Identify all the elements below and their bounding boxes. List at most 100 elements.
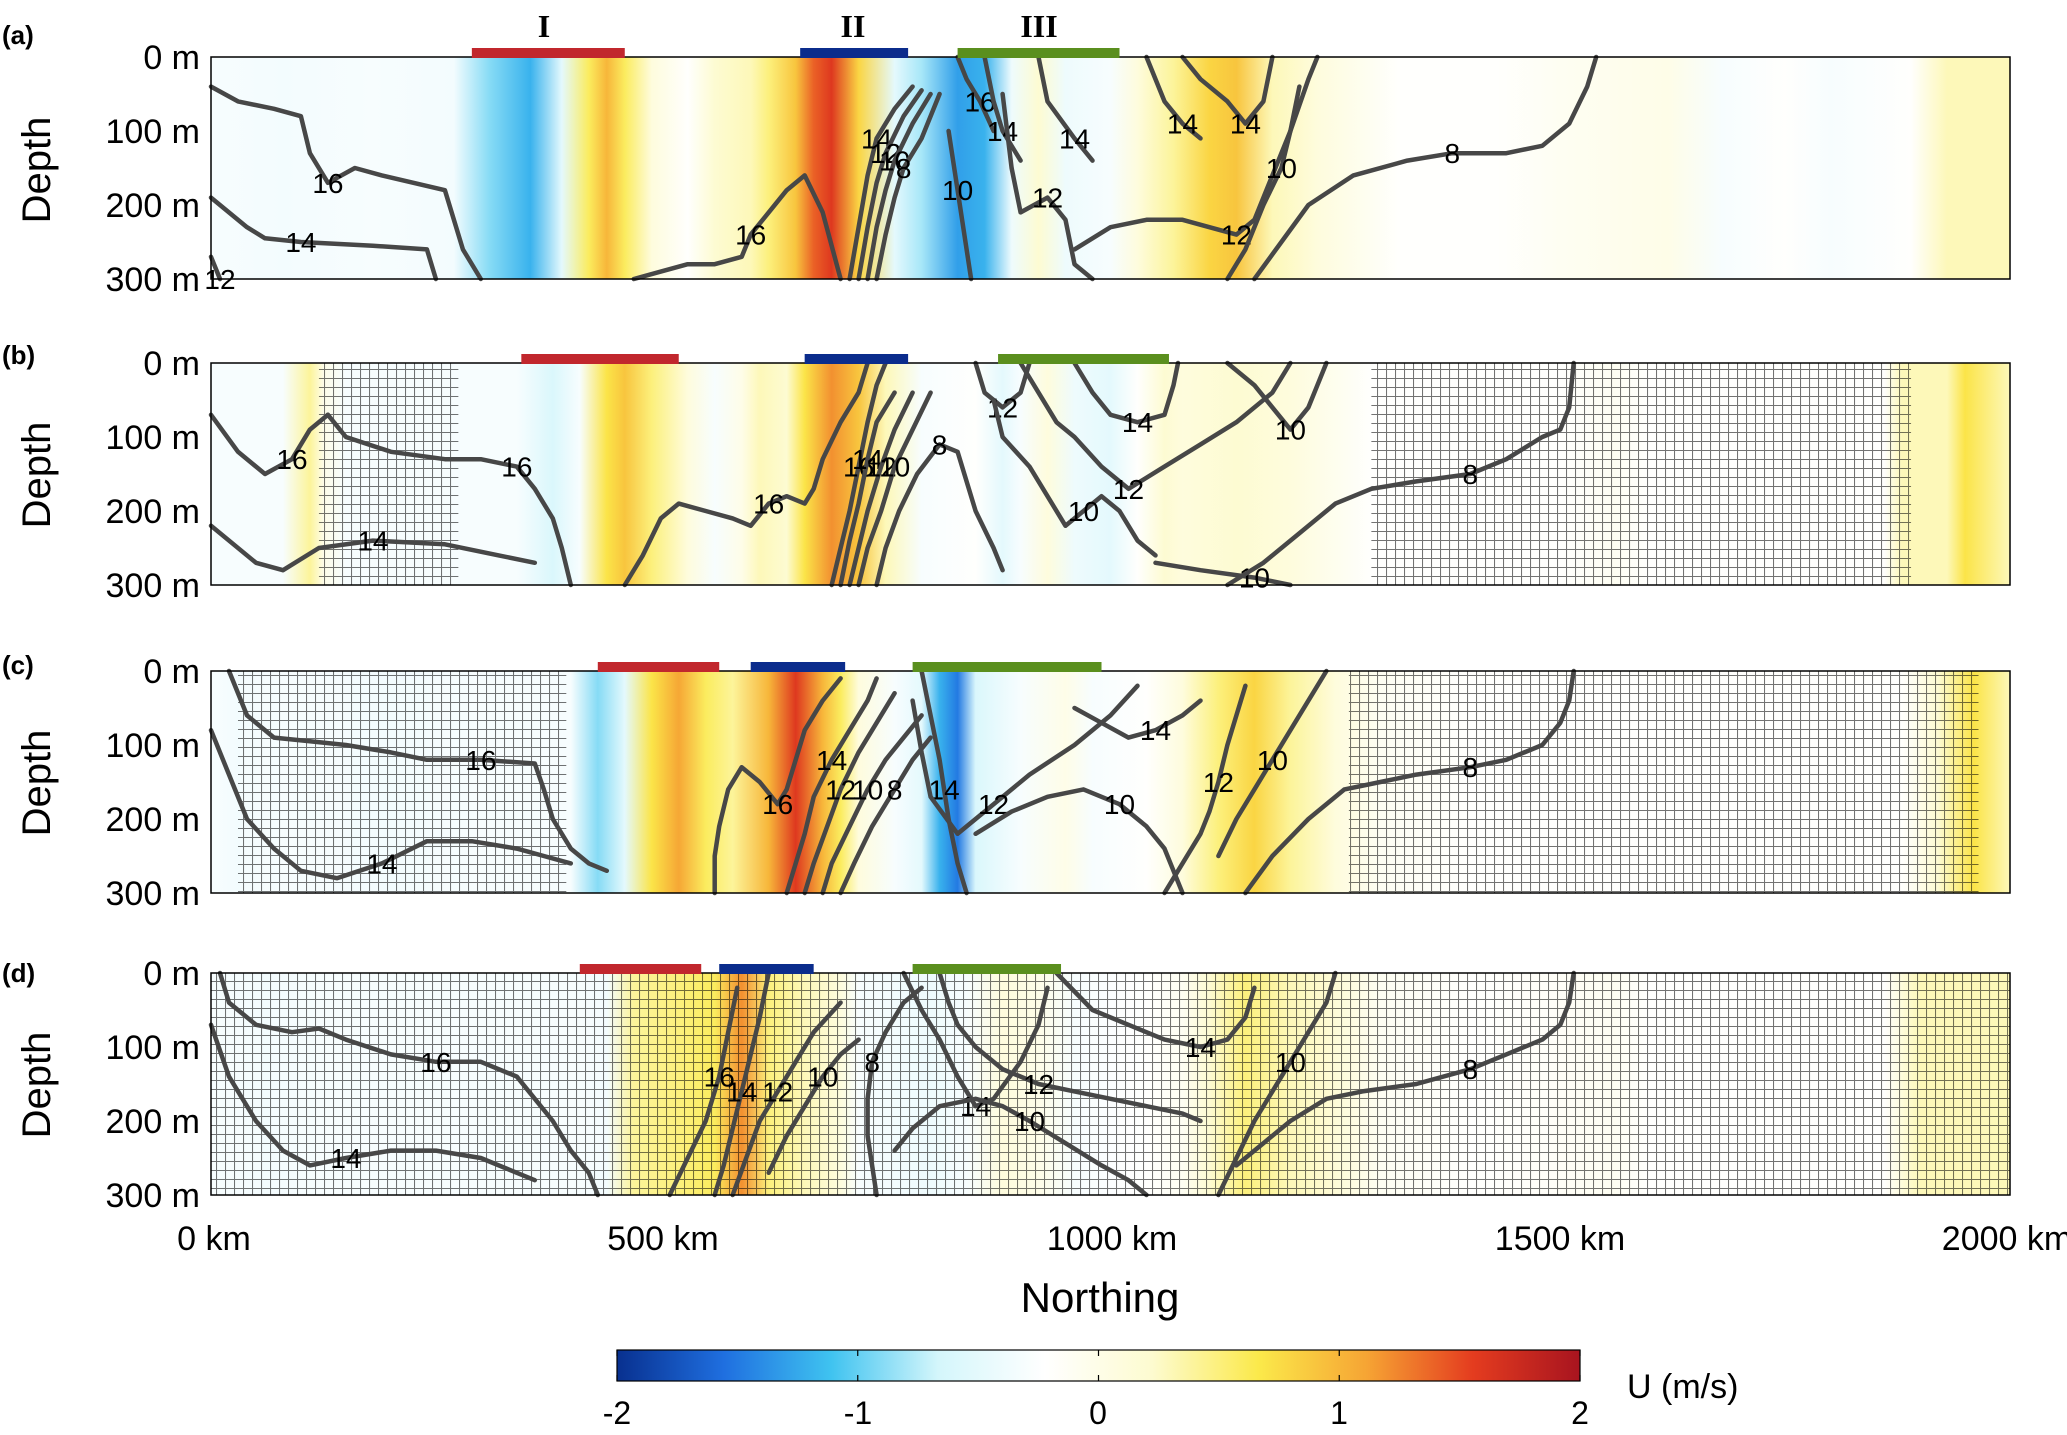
y-tick-label: 100 m (106, 727, 201, 765)
contour-label: 16 (735, 220, 766, 251)
contour-label: 8 (1463, 459, 1479, 490)
contour-label: 16 (753, 489, 784, 520)
contour-line (208, 412, 331, 477)
panel-label: (a) (2, 20, 34, 50)
plot-frame (210, 972, 2011, 1196)
contour-label: 16 (704, 1062, 735, 1093)
contour-label: 16 (276, 444, 307, 475)
y-axis-label: Depth (15, 117, 59, 224)
contour-line (1252, 54, 1599, 282)
contour-line (1018, 360, 1293, 492)
contour-label: 14 (1059, 123, 1090, 154)
x-tick-label: 1000 km (1047, 1220, 1177, 1258)
colorbar-label: U (m/s) (1627, 1368, 1738, 1406)
hatch-zone (1348, 671, 1979, 893)
region-bar-ii (804, 354, 909, 364)
y-tick-label: 100 m (106, 113, 201, 151)
hatch-zone (237, 671, 567, 893)
y-tick-label: 300 m (106, 567, 201, 605)
contour-line (208, 84, 484, 282)
contour-label: 10 (1275, 415, 1306, 446)
contour-line (847, 84, 915, 282)
y-axis-label: Depth (15, 1032, 59, 1139)
contour-line (892, 1096, 1149, 1198)
contour-label: 12 (762, 1076, 793, 1107)
contour-label: 8 (1445, 138, 1461, 169)
region-bars (597, 662, 1102, 672)
region-bar-iii (998, 354, 1169, 364)
contour-label: 16 (420, 1047, 451, 1078)
region-bar-ii (800, 48, 909, 58)
contour-label: 10 (1266, 153, 1297, 184)
y-tick-label: 300 m (106, 875, 201, 913)
contour-line (955, 54, 996, 134)
region-label-iii: III (1020, 8, 1057, 44)
contour-line (667, 985, 740, 1198)
contour-line (856, 390, 933, 588)
y-tick-label: 0 m (143, 39, 200, 77)
contour-line (208, 1022, 538, 1183)
hatch-zone (1371, 363, 1912, 585)
panel-label: (c) (2, 650, 34, 680)
contour-label: 8 (887, 774, 903, 805)
contour-label: 10 (879, 452, 910, 483)
contour-line (820, 713, 924, 896)
contour-line (946, 128, 974, 282)
contour-line (802, 690, 897, 896)
contour-label: 8 (932, 429, 948, 460)
contour-line (784, 676, 879, 896)
y-tick-label: 200 m (106, 1103, 201, 1141)
y-tick-label: 300 m (106, 261, 201, 299)
region-bar-iii (912, 964, 1062, 974)
y-tick-label: 0 m (143, 345, 200, 383)
contour-label: 10 (1257, 745, 1288, 776)
contour-line (973, 360, 1032, 410)
y-axis-label: Depth (15, 730, 59, 837)
region-bars (471, 48, 1120, 58)
contour-line (325, 412, 574, 588)
region-label-i: I (538, 8, 550, 44)
region-label-ii: II (841, 8, 866, 44)
contour-label: 12 (825, 774, 856, 805)
contour-label: 14 (285, 227, 316, 258)
contour-line (1036, 54, 1095, 163)
contour-label: 12 (987, 392, 1018, 423)
contour-label: 8 (864, 1047, 880, 1078)
contour-line (1225, 360, 1576, 588)
x-tick-label: 2000 km (1942, 1220, 2067, 1258)
contour-label: 12 (1113, 474, 1144, 505)
contour-label: 14 (1167, 109, 1198, 140)
contour-line (901, 970, 1050, 1109)
colorbar-tick-label: -1 (844, 1395, 872, 1431)
colorbar-tick-label: 1 (1330, 1395, 1348, 1431)
contour-line (838, 390, 897, 588)
colorbar: -2 -1 0 1 2 U (m/s) (603, 1349, 1738, 1431)
colorbar-ticks (616, 1350, 1581, 1381)
x-tick-label: 500 km (607, 1220, 719, 1258)
contour-line (1243, 668, 1576, 896)
y-tick-label: 200 m (106, 801, 201, 839)
contour-line (874, 442, 1005, 588)
contour-line (631, 173, 843, 282)
contour-line (937, 970, 1203, 1124)
contour-label: 14 (1185, 1032, 1216, 1063)
y-axis-label: Depth (15, 422, 59, 529)
contour-label: 14 (816, 745, 847, 776)
colorbar-tick-label: 0 (1089, 1395, 1107, 1431)
contour-label: 14 (960, 1091, 991, 1122)
hatch-layer (237, 671, 1979, 893)
y-tick-label: 300 m (106, 1177, 201, 1215)
hatch-zone (318, 363, 459, 585)
contour-line (919, 668, 969, 896)
contour-label: 12 (1023, 1069, 1054, 1100)
hatch-zone (211, 973, 2010, 1195)
contour-line (1234, 970, 1576, 1168)
region-bars (579, 964, 1062, 974)
contour-line (712, 676, 843, 896)
contour-label: 16 (762, 789, 793, 820)
